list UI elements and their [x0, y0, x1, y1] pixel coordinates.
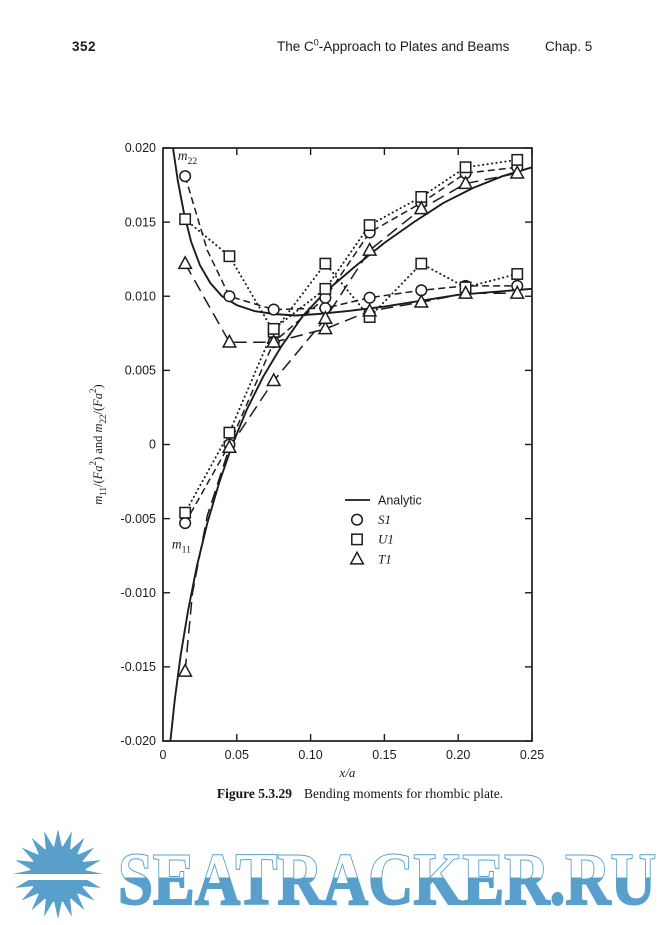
x-tick-label: 0.25: [520, 748, 544, 762]
series-markers-U1-m11: [179, 153, 524, 519]
figure-title: Bending moments for rhombic plate.: [304, 786, 504, 801]
triangle-marker: [221, 439, 237, 454]
triangle-marker: [458, 284, 474, 299]
series-line-T1-m11: [184, 172, 518, 672]
square-marker: [319, 257, 332, 270]
page-number: 352: [72, 39, 97, 54]
triangle-marker: [177, 255, 193, 270]
circle-marker: [223, 290, 236, 303]
square-marker: [415, 257, 428, 270]
y-tick-label: -0.010: [121, 586, 156, 600]
triangle-marker: [221, 333, 237, 348]
y-tick-label: 0: [149, 438, 156, 452]
series-line-analytic-m22: [172, 147, 533, 317]
chart-canvas: 0.020 0.015 0.010 0.005 0 -0.005 -0.010 -0.015 -…: [88, 141, 544, 780]
square-marker: [351, 533, 363, 546]
series-line-U1-m11: [184, 158, 519, 514]
y-tick-label: 0.010: [125, 289, 156, 303]
square-marker: [459, 161, 472, 174]
circle-marker: [179, 170, 192, 183]
legend-item: U1: [351, 532, 394, 547]
y-tick-label: 0.005: [125, 364, 156, 378]
seatracker-watermark: SEATRACKER.RU: [0, 830, 663, 925]
figure-caption: Figure 5.3.29 Bending moments for rhombic…: [217, 786, 503, 802]
curve-label: m11: [172, 536, 191, 555]
series-markers: [177, 153, 525, 677]
sun-logo: [6, 830, 110, 919]
series-line-U1-m22: [184, 218, 519, 334]
sun-horizon-band: [6, 874, 110, 880]
bending-moments-chart: 0.020 0.015 0.010 0.005 0 -0.005 -0.010 -0.015 -…: [88, 141, 544, 780]
superscript-zero: 0: [313, 37, 319, 48]
circle-marker: [350, 513, 364, 526]
x-tick-label: 0.20: [446, 748, 470, 762]
triangle-marker: [413, 293, 429, 308]
square-marker: [223, 426, 236, 439]
triangle-marker: [362, 241, 378, 256]
x-tick-label: 0.15: [372, 748, 396, 762]
triangle-marker: [266, 372, 282, 387]
legend-label: U1: [378, 532, 394, 547]
legend-item: Analytic: [345, 493, 422, 507]
x-axis: 0 0.05 0.10 0.15 0.20 0.25: [160, 148, 544, 762]
triangle-marker: [413, 200, 429, 215]
triangle-marker: [266, 333, 282, 348]
y-tick-label: 0.015: [125, 215, 156, 229]
figure-label: Figure 5.3.29: [216, 786, 293, 801]
x-tick-label: 0.05: [225, 748, 249, 762]
y-tick-label: -0.005: [121, 512, 156, 526]
triangle-marker: [317, 320, 333, 335]
series-line-S1-m11: [184, 166, 518, 524]
triangle-marker: [362, 302, 378, 317]
legend-label: T1: [378, 551, 392, 566]
curve-label: m22: [178, 148, 198, 167]
square-marker: [511, 268, 524, 280]
x-tick-label: 0: [160, 748, 167, 762]
series-line-T1-m22: [184, 263, 518, 343]
circle-marker: [267, 303, 280, 316]
circle-marker: [363, 291, 376, 304]
y-axis-label: m11/(Fa2) and m22/(Fa2): [88, 384, 108, 504]
square-marker: [179, 506, 192, 519]
chapter-label: Chap. 5: [545, 39, 593, 54]
x-axis-label: x/a: [339, 765, 356, 780]
circle-marker: [179, 517, 192, 530]
legend: Analytic S1 U1 T1: [345, 493, 422, 566]
legend-item: T1: [349, 550, 392, 566]
triangle-marker: [458, 175, 474, 190]
square-marker: [223, 250, 236, 263]
legend-item: S1: [350, 512, 391, 527]
triangle-marker: [349, 550, 365, 565]
series-lines: [169, 147, 533, 742]
series-markers-T1-m11: [177, 164, 525, 677]
square-marker: [267, 322, 280, 335]
watermark-text: SEATRACKER.RU: [118, 839, 656, 921]
x-tick-label: 0.10: [298, 748, 322, 762]
series-line-analytic-m11: [169, 166, 533, 742]
legend-label: S1: [378, 512, 391, 527]
plot-frame: [162, 147, 533, 742]
y-axis: 0.020 0.015 0.010 0.005 0 -0.005 -0.010 -0.015 -…: [121, 141, 532, 748]
square-marker: [319, 282, 332, 295]
running-head: The C0-Approach to Plates and Beams: [277, 37, 510, 54]
triangle-marker: [509, 164, 525, 179]
y-tick-label: -0.015: [121, 660, 156, 674]
y-tick-label: 0.020: [125, 141, 156, 155]
series-markers-T1-m22: [177, 255, 525, 348]
triangle-marker: [509, 284, 525, 299]
legend-label: Analytic: [378, 493, 422, 507]
triangle-marker: [317, 310, 333, 325]
triangle-marker: [177, 662, 193, 677]
square-marker: [511, 153, 524, 166]
square-marker: [363, 219, 376, 232]
square-marker: [179, 213, 192, 226]
y-tick-label: -0.020: [121, 734, 156, 748]
